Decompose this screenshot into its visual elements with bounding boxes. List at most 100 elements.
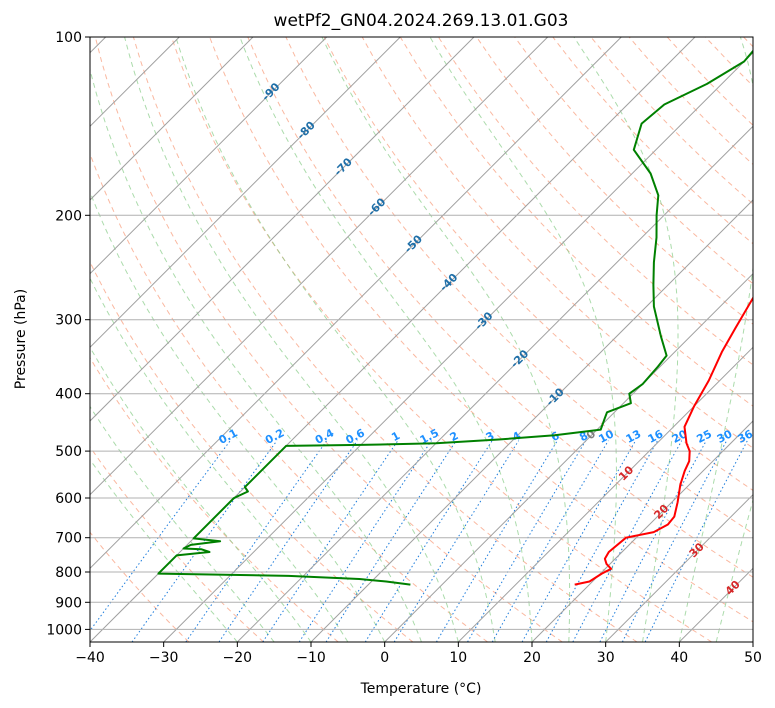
mixing-ratio-label: 0.6 xyxy=(344,426,368,447)
mixing-ratio-labels: 0.1 0.2 0.4 0.6 1 1.5 2 3 4 6 8 10 13 16 20 25 30 36 xyxy=(217,426,755,447)
isotherm-line xyxy=(90,37,549,496)
x-tick-label: 10 xyxy=(449,650,467,666)
mixing-ratio-label: 13 xyxy=(624,427,644,446)
mixing-ratio-line xyxy=(185,440,328,642)
x-tick-label: −20 xyxy=(223,650,253,666)
moist-adiabat xyxy=(429,37,617,642)
isotherm-line xyxy=(384,272,753,642)
dry-adiabat xyxy=(704,37,753,87)
dry-adiabat xyxy=(399,37,753,407)
mixing-ratio-line xyxy=(364,440,493,642)
mixing-ratio-line xyxy=(467,440,587,642)
moist-adiabat xyxy=(573,37,679,642)
mixing-ratio-line xyxy=(491,440,609,642)
y-tick-label: 800 xyxy=(55,565,82,581)
x-tick-label: −10 xyxy=(296,650,326,666)
dry-adiabat xyxy=(514,37,753,285)
mixing-ratio-line xyxy=(262,440,399,642)
dry-adiabat xyxy=(132,37,638,642)
y-tick-label: 1000 xyxy=(46,622,82,638)
moist-adiabat xyxy=(90,458,238,642)
mixing-ratio-line xyxy=(521,440,637,642)
mixing-ratio-label: 6 xyxy=(549,429,562,444)
mixing-ratio-label: 30 xyxy=(715,427,735,446)
dry-adiabat xyxy=(666,37,753,126)
mixing-ratio-line xyxy=(572,440,683,642)
dry-adiabat xyxy=(171,37,712,642)
isotherm-line xyxy=(90,37,401,349)
isotherm-line xyxy=(90,37,254,201)
plot-frame xyxy=(89,36,754,643)
x-tick-label: 40 xyxy=(670,650,688,666)
isotherms xyxy=(90,37,753,642)
dry-adiabat xyxy=(743,37,753,48)
dry-adiabat xyxy=(90,152,488,642)
mixing-ratio-line xyxy=(621,440,728,642)
chart-title: wetPf2_GN04.2024.269.13.01.G03 xyxy=(274,11,569,31)
dry-adiabat xyxy=(90,446,264,642)
y-tick-label: 700 xyxy=(55,531,82,547)
mixing-ratio-label: 0.4 xyxy=(313,426,337,447)
x-tick-label: 30 xyxy=(597,650,615,666)
x-tick-label: −30 xyxy=(149,650,179,666)
isotherm-line xyxy=(90,37,622,570)
mixing-ratio-label: 3 xyxy=(484,429,497,444)
moist-adiabat xyxy=(90,405,275,642)
mixing-ratio-label: 16 xyxy=(646,427,666,446)
y-tick-label: 400 xyxy=(55,387,82,403)
dry-adiabat xyxy=(247,37,753,578)
mixing-ratio-label: 10 xyxy=(596,427,616,446)
x-axis-ticks: −40 −30 −20 −10 0 10 20 30 40 50 xyxy=(75,642,762,666)
dry-adiabat xyxy=(590,37,753,205)
moist-adiabats xyxy=(90,37,753,642)
mixing-ratio-line xyxy=(90,440,231,632)
moist-adiabat xyxy=(124,37,459,642)
isotherm-line xyxy=(163,51,753,642)
mixing-ratio-line xyxy=(298,440,432,642)
dry-adiabats xyxy=(90,37,753,642)
y-tick-label: 200 xyxy=(55,208,82,224)
y-tick-label: 600 xyxy=(55,491,82,507)
mixing-ratio-line xyxy=(325,440,457,642)
y-tick-label: 900 xyxy=(55,595,82,611)
dry-adiabat xyxy=(94,37,563,642)
moist-adiabat xyxy=(90,277,349,642)
x-tick-label: −40 xyxy=(75,650,105,666)
isotherm-label: -90 xyxy=(259,80,282,103)
y-axis-label: Pressure (hPa) xyxy=(13,289,29,389)
mixing-ratio-label: 25 xyxy=(694,427,714,446)
dry-adiabat xyxy=(437,37,753,366)
moist-adiabat xyxy=(90,67,422,642)
sounding-profiles xyxy=(157,49,753,586)
y-tick-label: 500 xyxy=(55,444,82,460)
moist-adiabat xyxy=(175,37,496,642)
mixing-ratio-line xyxy=(644,440,748,642)
x-tick-label: 0 xyxy=(380,650,389,666)
isotherm-line xyxy=(752,641,753,642)
moist-adiabat xyxy=(90,190,386,642)
isotherm-line xyxy=(310,199,753,642)
pressure-gridlines xyxy=(90,37,753,630)
mixing-ratio-line xyxy=(435,440,558,642)
isotherm-line xyxy=(90,37,328,275)
mixing-ratio-label: 1 xyxy=(389,429,402,444)
mixing-ratio-label: 36 xyxy=(735,427,755,446)
x-tick-label: 50 xyxy=(744,650,762,666)
y-tick-label: 300 xyxy=(55,313,82,329)
isotherm-line xyxy=(605,493,753,642)
dry-adiabat xyxy=(361,37,753,449)
dry-adiabat xyxy=(90,260,414,642)
moist-adiabat xyxy=(321,37,571,642)
temperature-profile xyxy=(574,296,753,586)
dry-adiabat xyxy=(90,356,339,642)
mixing-ratio-line xyxy=(545,440,659,642)
mixing-ratio-line xyxy=(393,440,520,642)
x-tick-label: 20 xyxy=(523,650,541,666)
dry-adiabat xyxy=(90,531,190,642)
mixing-ratio-line xyxy=(599,440,707,642)
isotherm-line xyxy=(90,37,475,422)
moist-adiabat xyxy=(715,498,753,642)
y-tick-label: 100 xyxy=(55,30,82,46)
